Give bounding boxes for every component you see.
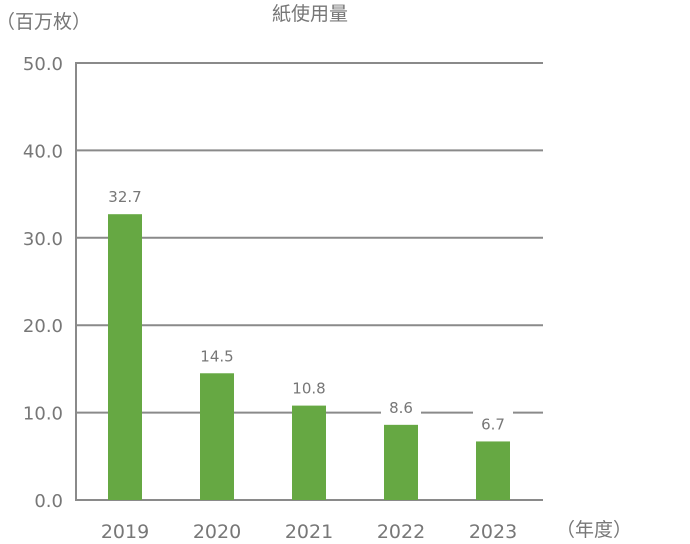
x-tick-label: 2022 [377, 521, 425, 540]
bar [476, 441, 510, 500]
chart-title: 紙使用量 [272, 3, 348, 25]
x-tick-label: 2021 [285, 521, 333, 540]
x-axis-label: （年度） [556, 519, 632, 540]
value-label-bg [381, 394, 421, 417]
y-tick-label: 10.0 [23, 404, 63, 425]
bar [108, 214, 142, 500]
x-tick-label: 2019 [101, 521, 149, 540]
value-label: 8.6 [389, 399, 413, 417]
x-tick-label: 2023 [469, 521, 517, 540]
value-label: 6.7 [481, 415, 505, 433]
value-label-bg [289, 375, 329, 398]
bar [292, 405, 326, 500]
value-label: 10.8 [292, 380, 325, 398]
y-axis-label: （百万枚） [0, 11, 91, 33]
y-tick-label: 0.0 [34, 491, 63, 512]
value-label-bg [105, 184, 145, 207]
bar [200, 373, 234, 500]
x-tick-label: 2020 [193, 521, 241, 540]
y-tick-label: 30.0 [23, 229, 63, 250]
y-tick-label: 20.0 [23, 316, 63, 337]
bar [384, 424, 418, 500]
value-label-bg [473, 411, 513, 434]
value-label-bg [197, 343, 237, 366]
value-label: 14.5 [200, 347, 233, 365]
value-label: 32.7 [108, 188, 141, 206]
y-tick-label: 40.0 [23, 141, 63, 162]
y-tick-label: 50.0 [23, 54, 63, 75]
